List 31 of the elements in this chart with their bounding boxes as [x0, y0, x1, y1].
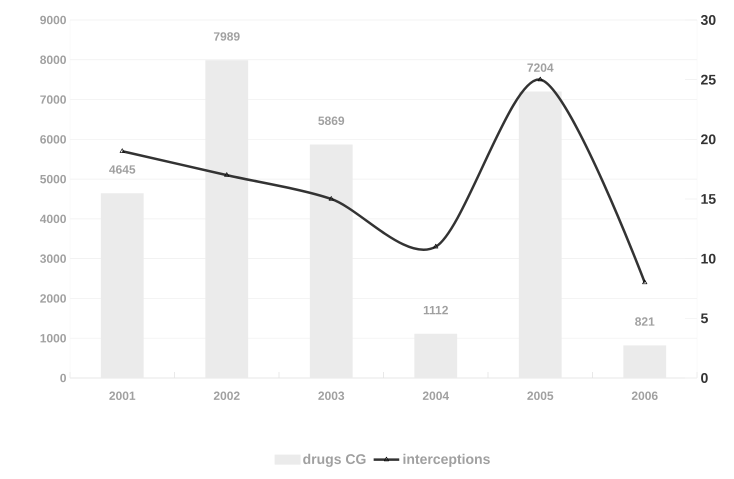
y2-tick-label: 15 — [701, 194, 716, 204]
x-tick-label: 2002 — [214, 392, 240, 400]
x-tick-label: 2003 — [318, 392, 344, 400]
x-tick-label: 2004 — [422, 392, 450, 400]
data-label: 5869 — [318, 116, 344, 125]
data-label: 7204 — [527, 63, 554, 72]
y-tick-label: 1000 — [40, 334, 66, 342]
x-tick-label: 2005 — [527, 392, 554, 400]
legend-label: interceptions — [403, 454, 490, 467]
data-label: 1112 — [424, 306, 448, 314]
y-tick-label: 9000 — [40, 16, 66, 24]
x-tick-label: 2001 — [109, 392, 136, 400]
y2-tick-label: 20 — [701, 134, 716, 144]
y2-tick-label: 25 — [701, 74, 716, 85]
y2-tick-label: 0 — [701, 373, 708, 383]
y-tick-label: 3000 — [40, 254, 66, 263]
x-tick-label: 2006 — [632, 392, 658, 400]
y-tick-label: 8000 — [40, 56, 66, 64]
y2-tick-label: 10 — [701, 254, 716, 264]
y-tick-label: 6000 — [40, 135, 66, 144]
y-tick-label: 2000 — [40, 294, 66, 303]
y-tick-label: 7000 — [40, 95, 66, 104]
y-tick-label: 5000 — [40, 174, 66, 184]
legend-label: drugs CG — [303, 454, 366, 467]
y-tick-label: 4000 — [40, 214, 66, 224]
data-label: 821 — [635, 317, 654, 326]
data-label: 7989 — [214, 32, 240, 41]
y-tick-label: 0 — [60, 374, 66, 382]
y2-tick-label: 30 — [700, 15, 716, 25]
y2-tick-label: 5 — [700, 313, 708, 324]
data-label: 4645 — [109, 165, 136, 174]
